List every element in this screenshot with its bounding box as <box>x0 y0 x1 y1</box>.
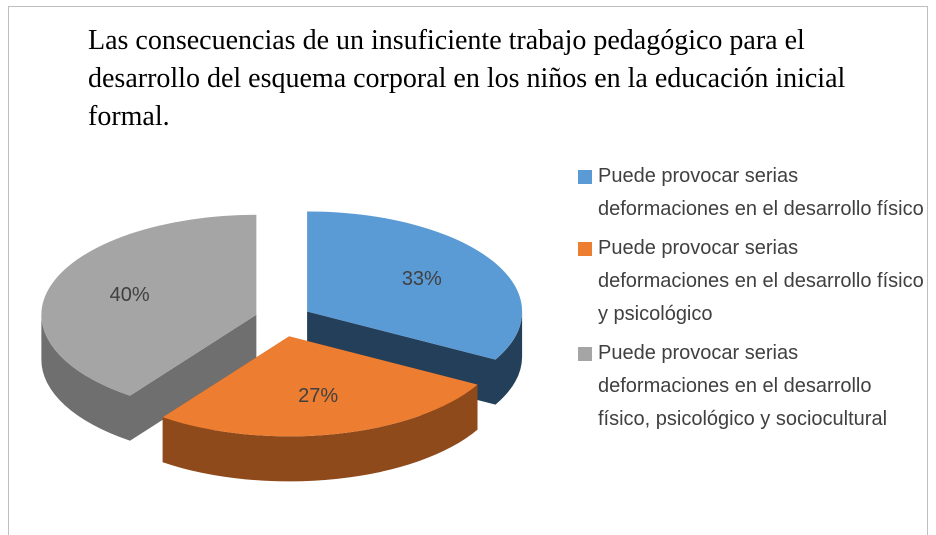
legend-label: Puede provocar serias deformaciones en e… <box>598 342 888 430</box>
slice-side <box>129 314 257 441</box>
legend-item: Puede provocar serias deformaciones en e… <box>578 337 928 436</box>
legend-label: Puede provocar serias deformaciones en e… <box>598 165 924 220</box>
legend-item: Puede provocar serias deformaciones en e… <box>578 160 928 226</box>
data-label: 33% <box>402 268 442 290</box>
pie-slice <box>162 336 478 437</box>
slice-wall <box>495 311 523 405</box>
data-label: 27% <box>298 385 338 407</box>
legend-swatch <box>578 170 592 184</box>
legend-swatch <box>578 347 592 361</box>
legend-swatch <box>578 242 592 256</box>
chart-frame <box>8 6 928 535</box>
data-label: 40% <box>110 284 150 306</box>
slice-wall <box>162 384 478 482</box>
chart-title: Las consecuencias de un insuficiente tra… <box>88 25 846 132</box>
legend-item: Puede provocar serias deformaciones en e… <box>578 232 928 331</box>
legend: Puede provocar serias deformaciones en e… <box>578 160 928 442</box>
slice-wall <box>41 314 130 441</box>
legend-label: Puede provocar serias deformaciones en e… <box>598 237 924 325</box>
pie-slice <box>307 211 523 360</box>
pie-slice <box>41 214 257 396</box>
